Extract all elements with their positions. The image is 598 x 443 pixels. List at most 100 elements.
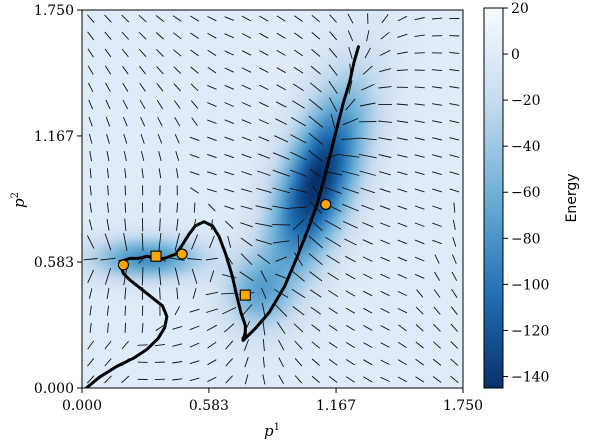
vector-arrow	[256, 187, 272, 194]
vector-arrow	[379, 171, 391, 176]
vector-arrow	[292, 306, 305, 316]
vector-arrow	[189, 377, 200, 382]
vector-arrow	[192, 288, 197, 299]
vector-arrow	[104, 340, 112, 350]
vector-arrow	[255, 205, 273, 210]
vector-arrow	[122, 65, 129, 75]
vector-arrow	[450, 323, 458, 332]
vector-arrow	[241, 136, 252, 142]
vector-arrow	[189, 342, 200, 348]
vector-arrow	[292, 100, 305, 109]
vector-arrow	[106, 218, 110, 231]
vector-arrow	[86, 375, 95, 384]
vector-arrow	[241, 102, 252, 107]
vector-arrow	[312, 185, 320, 196]
vector-arrow	[189, 171, 200, 176]
vector-arrow	[380, 256, 390, 262]
vector-arrow	[241, 119, 252, 125]
y-tick-label: 1.167	[34, 129, 74, 145]
vector-arrow	[345, 324, 355, 331]
vector-arrow	[432, 171, 442, 176]
vector-arrow	[289, 169, 308, 177]
vector-arrow	[329, 14, 337, 23]
vector-arrow	[208, 235, 215, 249]
vector-arrow	[361, 204, 375, 211]
vector-arrow	[275, 101, 287, 108]
colorbar-tick-label: −20	[511, 93, 541, 109]
vector-arrow	[224, 188, 235, 193]
vector-arrow	[190, 49, 199, 57]
vector-arrow	[241, 171, 252, 176]
vector-arrow	[225, 340, 234, 350]
vector-arrow	[358, 137, 377, 141]
vector-arrow	[121, 375, 130, 384]
plot-frame	[81, 9, 464, 389]
vector-arrow	[262, 338, 265, 352]
x-tick-label: 1.750	[443, 398, 483, 414]
vector-arrow	[205, 308, 218, 313]
vector-arrow	[257, 153, 270, 159]
vector-arrow	[311, 341, 321, 349]
colorbar-tick-label: −80	[511, 231, 541, 247]
vector-arrow	[139, 99, 146, 110]
vector-arrow	[140, 151, 145, 162]
vector-arrow	[224, 102, 234, 107]
vector-arrow	[83, 258, 98, 261]
vector-arrow	[449, 171, 460, 176]
vector-arrow	[172, 378, 183, 381]
vector-arrow	[293, 49, 304, 57]
vector-arrow	[449, 52, 460, 54]
vector-arrow	[159, 218, 161, 232]
vector-arrow	[292, 219, 305, 231]
vector-arrow	[106, 305, 109, 316]
vector-arrow	[89, 168, 92, 179]
vector-arrow	[449, 86, 460, 89]
colorbar-tick-label: −100	[511, 277, 549, 293]
vector-arrow	[240, 222, 253, 228]
vector-arrow	[432, 358, 442, 366]
vector-arrow	[346, 376, 355, 383]
vector-arrow	[358, 153, 377, 159]
vector-arrow	[106, 202, 109, 213]
vector-arrow	[207, 136, 217, 142]
vector-arrow	[260, 270, 268, 283]
vector-arrow	[137, 344, 148, 346]
vector-arrow	[105, 116, 111, 127]
vector-arrow	[449, 154, 460, 158]
vector-arrow	[362, 65, 373, 75]
vector-arrow	[328, 290, 339, 297]
vector-arrow	[276, 50, 286, 56]
vector-arrow	[158, 168, 162, 179]
vector-arrow	[328, 358, 338, 366]
vector-arrow	[380, 359, 390, 365]
vector-arrow	[209, 270, 215, 283]
vector-arrow	[224, 33, 234, 39]
vector-arrow	[173, 49, 182, 57]
vector-arrow	[311, 32, 321, 40]
vector-arrow	[294, 358, 303, 367]
vector-arrow	[86, 235, 95, 249]
vector-arrow	[397, 376, 408, 383]
vector-arrow	[262, 374, 266, 385]
vector-arrow	[414, 34, 425, 37]
vector-arrow	[434, 254, 440, 264]
vector-arrow	[89, 185, 92, 196]
vector-arrow	[275, 256, 288, 262]
vector-arrow	[415, 306, 424, 315]
vector-arrow	[309, 271, 323, 282]
vector-arrow	[104, 65, 112, 75]
vector-arrow	[104, 358, 112, 367]
vector-arrow	[329, 31, 338, 41]
vector-arrow	[173, 83, 181, 92]
vector-arrow	[451, 271, 458, 281]
vector-arrow	[276, 321, 286, 334]
vector-arrow	[190, 187, 199, 194]
vector-arrow	[294, 32, 303, 40]
vector-arrow	[432, 222, 442, 227]
vector-arrow	[205, 257, 218, 261]
vector-arrow	[207, 376, 217, 383]
vector-arrow	[397, 15, 408, 22]
vector-arrow	[175, 168, 179, 179]
vector-arrow	[193, 202, 196, 213]
vector-arrow	[240, 188, 253, 193]
